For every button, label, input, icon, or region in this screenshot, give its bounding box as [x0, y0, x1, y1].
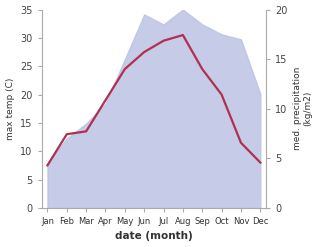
Y-axis label: med. precipitation
(kg/m2): med. precipitation (kg/m2) — [293, 67, 313, 150]
Y-axis label: max temp (C): max temp (C) — [5, 78, 15, 140]
X-axis label: date (month): date (month) — [115, 231, 193, 242]
